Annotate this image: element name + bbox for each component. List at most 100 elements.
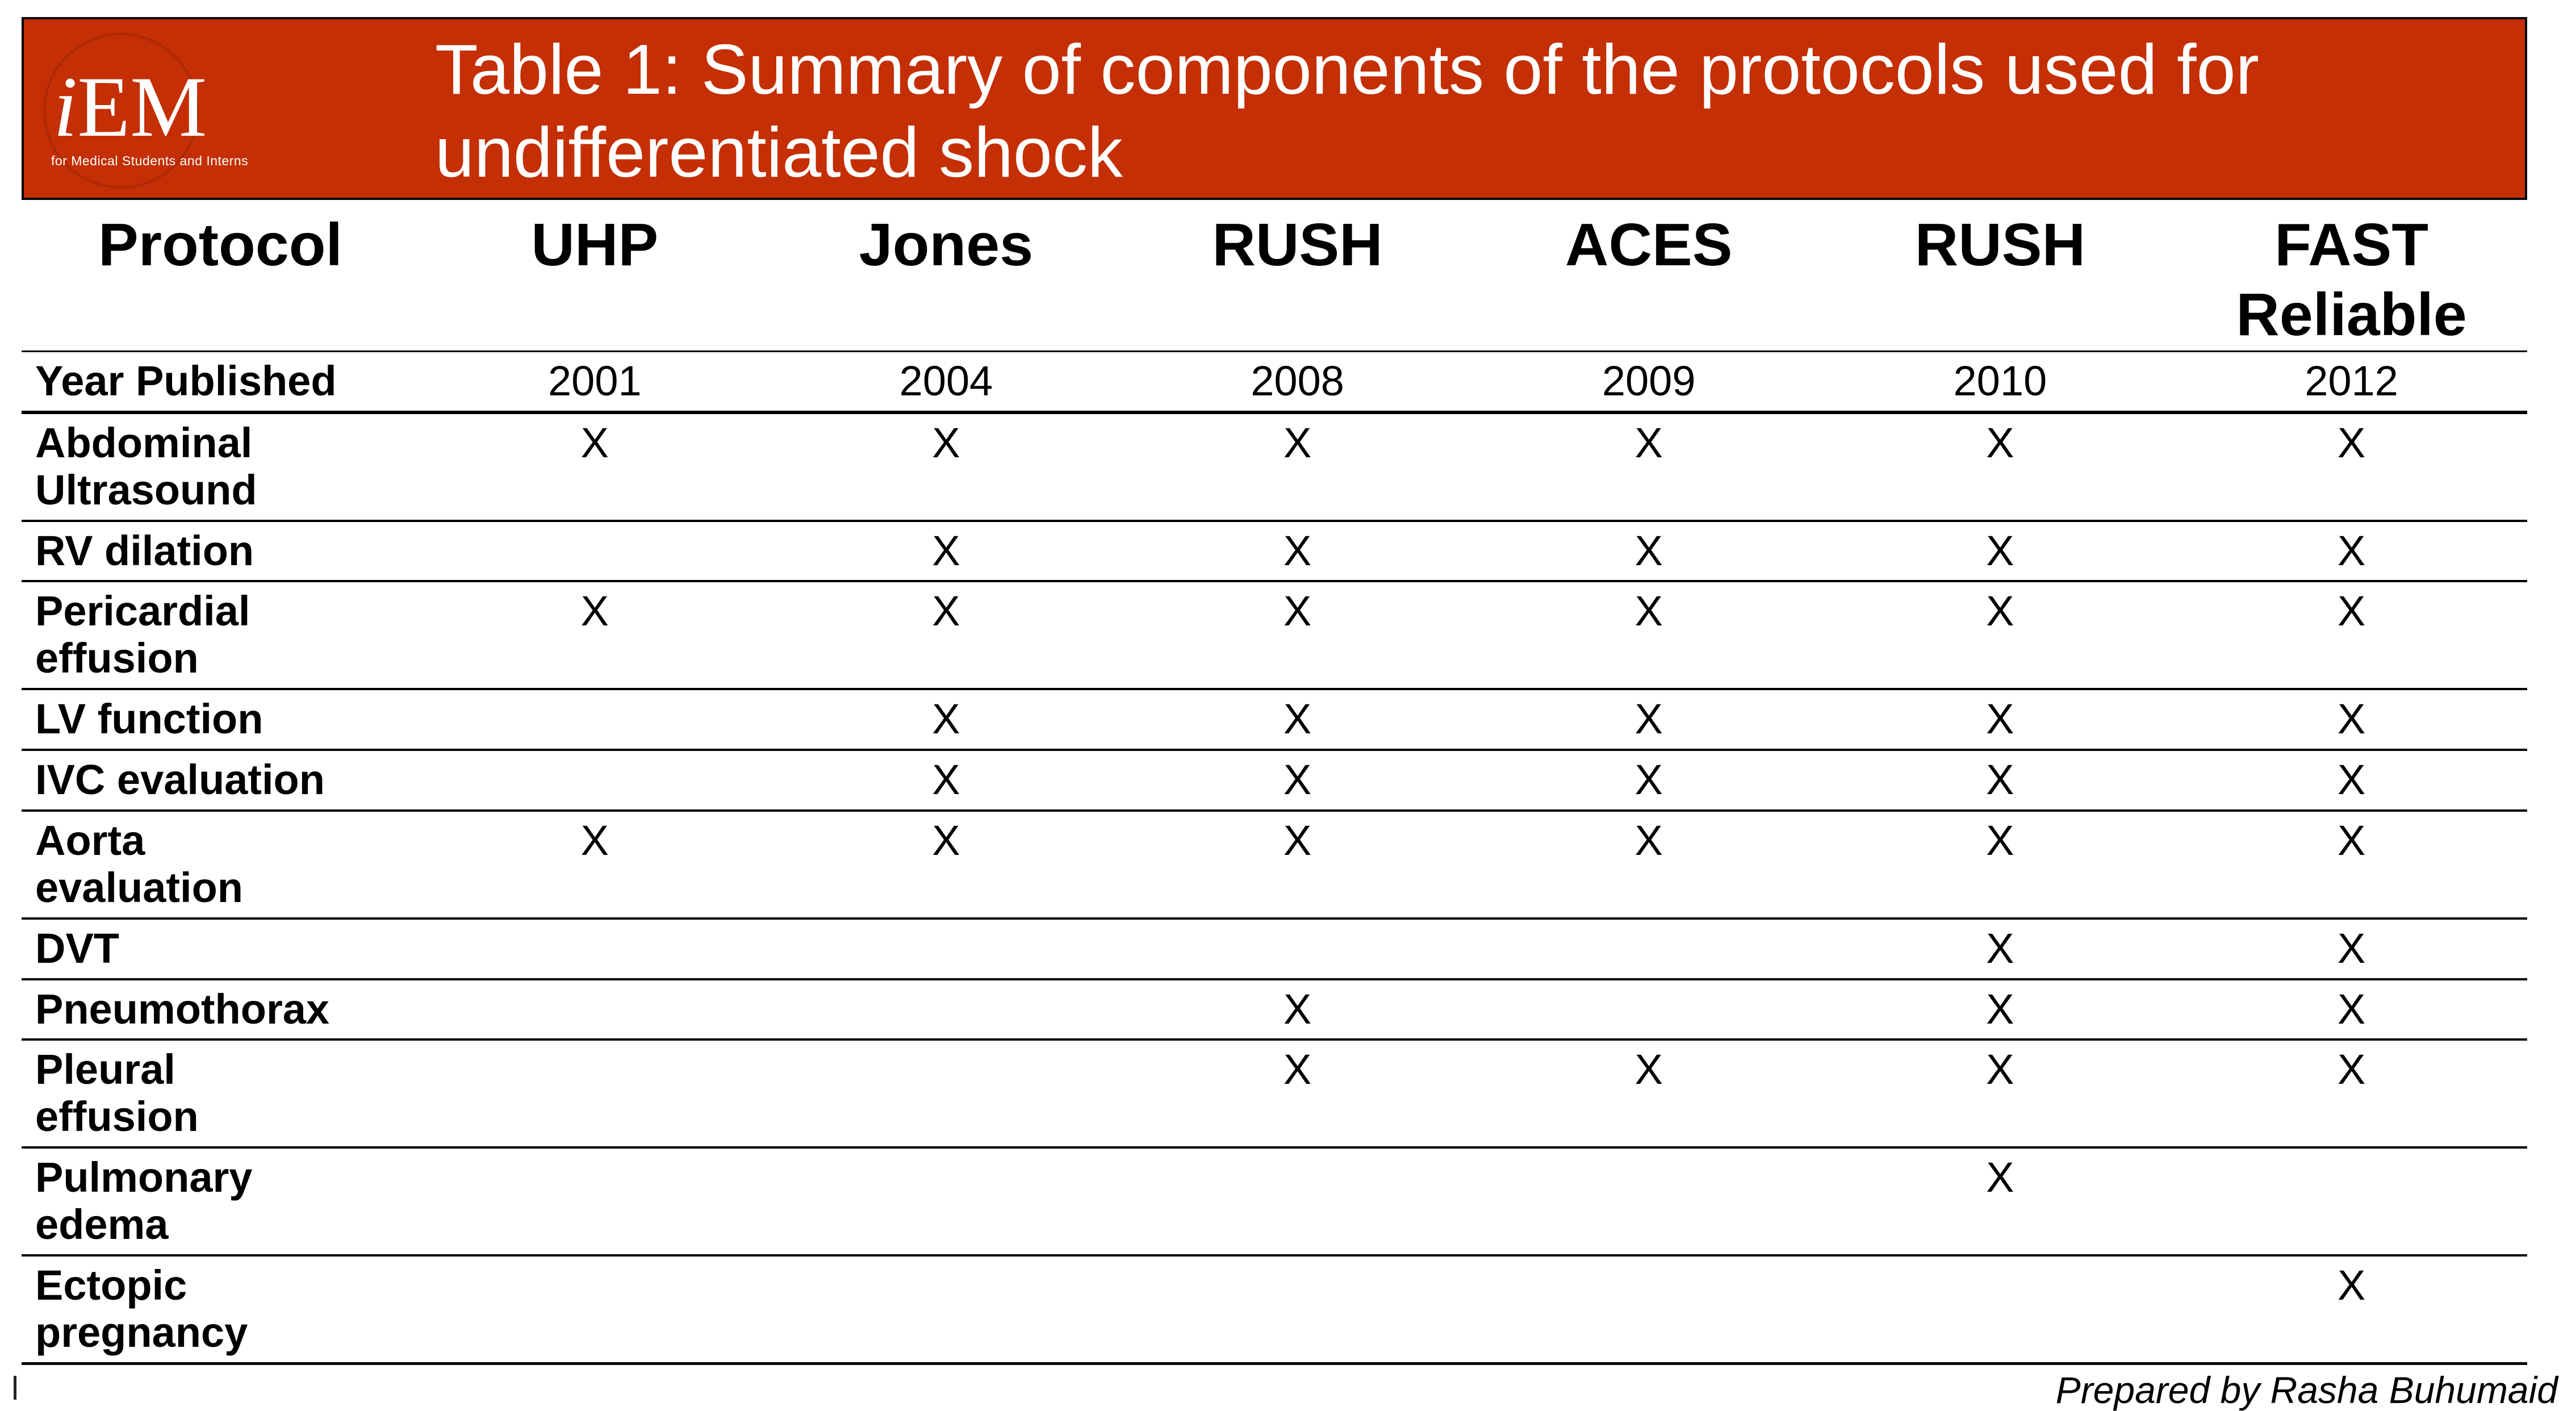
- table-row: LV function X X X X X: [22, 689, 2527, 752]
- table-row: Pleural effusion X X X X: [22, 1040, 2527, 1149]
- empty-cell: [1473, 979, 1825, 1041]
- table-row: Pericardial effusion X X X X X X: [22, 581, 2527, 691]
- row-label: Pleural effusion: [22, 1040, 419, 1149]
- empty-cell: [419, 750, 771, 812]
- x-mark-cell: X: [1824, 412, 2176, 522]
- logo-tagline: for Medical Students and Interns: [51, 153, 249, 168]
- empty-cell: [770, 918, 1122, 980]
- empty-cell: [1473, 1255, 1825, 1365]
- row-label: DVT: [22, 918, 419, 980]
- x-mark-cell: X: [1824, 581, 2176, 691]
- slide-title: Table 1: Summary of components of the pr…: [435, 31, 2259, 193]
- empty-cell: [770, 1255, 1122, 1365]
- empty-cell: [770, 979, 1122, 1041]
- x-mark-cell: X: [1473, 412, 1825, 522]
- table-row: Pulmonary edema X: [22, 1147, 2527, 1256]
- empty-cell: [770, 1147, 1122, 1256]
- empty-cell: [419, 1255, 771, 1365]
- empty-cell: [419, 520, 771, 583]
- x-mark-cell: X: [1824, 1147, 2176, 1256]
- x-mark-cell: X: [770, 750, 1122, 812]
- row-label: Pulmonary edema: [22, 1147, 419, 1256]
- column-header-rush-2010: RUSH: [1824, 203, 2176, 352]
- table-row: Aorta evaluation X X X X X X: [22, 810, 2527, 920]
- empty-cell: [1473, 918, 1825, 980]
- x-mark-cell: X: [2176, 810, 2527, 920]
- empty-cell: [1473, 1147, 1825, 1256]
- table-row: DVT X X: [22, 918, 2527, 980]
- empty-cell: 2010: [1824, 351, 2176, 414]
- empty-cell: 2008: [1122, 351, 1473, 414]
- x-mark-cell: X: [1122, 581, 1473, 691]
- x-mark-cell: X: [1473, 810, 1825, 920]
- x-mark-cell: X: [1122, 412, 1473, 522]
- empty-cell: [770, 1040, 1122, 1149]
- x-mark-cell: X: [1824, 689, 2176, 752]
- x-mark-cell: X: [419, 810, 771, 920]
- x-mark-cell: X: [2176, 750, 2527, 812]
- x-mark-cell: X: [770, 412, 1122, 522]
- x-mark-cell: X: [770, 520, 1122, 583]
- empty-cell: [419, 918, 771, 980]
- footer-credit: Prepared by Rasha Buhumaid: [2055, 1368, 2558, 1411]
- iem-logo: iEM for Medical Students and Interns: [24, 19, 387, 198]
- table-row: IVC evaluation X X X X X: [22, 750, 2527, 812]
- x-mark-cell: X: [770, 581, 1122, 691]
- row-label: LV function: [22, 689, 419, 752]
- cursor-artifact: [14, 1376, 16, 1400]
- table-row: Pneumothorax X X X: [22, 979, 2527, 1041]
- x-mark-cell: X: [1824, 918, 2176, 980]
- row-label: Year Published: [22, 351, 419, 414]
- logo-letters-em: EM: [77, 59, 207, 155]
- column-header-jones: Jones: [770, 203, 1122, 352]
- x-mark-cell: X: [2176, 520, 2527, 583]
- empty-cell: 2004: [770, 351, 1122, 414]
- row-label: IVC evaluation: [22, 750, 419, 812]
- empty-cell: [1122, 918, 1473, 980]
- x-mark-cell: X: [1122, 689, 1473, 752]
- column-header-uhp: UHP: [419, 203, 771, 352]
- logo-letter-i: i: [53, 59, 78, 155]
- table-row: Abdominal Ultrasound X X X X X X: [22, 412, 2527, 522]
- x-mark-cell: X: [1824, 520, 2176, 583]
- column-header-rush-2008: RUSH: [1122, 203, 1473, 352]
- column-header-protocol: Protocol: [22, 203, 419, 352]
- x-mark-cell: X: [2176, 689, 2527, 752]
- empty-cell: 2001: [419, 351, 771, 414]
- x-mark-cell: X: [1473, 581, 1825, 691]
- empty-cell: [1824, 1255, 2176, 1365]
- x-mark-cell: X: [2176, 1255, 2527, 1365]
- empty-cell: [419, 1147, 771, 1256]
- x-mark-cell: X: [1473, 750, 1825, 812]
- x-mark-cell: X: [2176, 1040, 2527, 1149]
- empty-cell: [419, 689, 771, 752]
- empty-cell: [2176, 1147, 2527, 1256]
- x-mark-cell: X: [1824, 750, 2176, 812]
- x-mark-cell: X: [1473, 520, 1825, 583]
- column-header-aces: ACES: [1473, 203, 1825, 352]
- x-mark-cell: X: [2176, 918, 2527, 980]
- x-mark-cell: X: [1824, 1040, 2176, 1149]
- x-mark-cell: X: [1122, 520, 1473, 583]
- protocol-table-container: Protocol UHP Jones RUSH ACES RUSH FAST R…: [22, 203, 2558, 1410]
- x-mark-cell: X: [1473, 1040, 1825, 1149]
- empty-cell: 2009: [1473, 351, 1825, 414]
- empty-cell: [1122, 1255, 1473, 1365]
- row-label: Aorta evaluation: [22, 810, 419, 920]
- x-mark-cell: X: [419, 412, 771, 522]
- empty-cell: [419, 979, 771, 1041]
- column-header-fast-reliable: FAST Reliable: [2176, 203, 2527, 352]
- x-mark-cell: X: [2176, 581, 2527, 691]
- x-mark-cell: X: [2176, 412, 2527, 522]
- row-label: RV dilation: [22, 520, 419, 583]
- logo-circle-decoration: [43, 33, 199, 189]
- x-mark-cell: X: [1122, 810, 1473, 920]
- protocol-table: Protocol UHP Jones RUSH ACES RUSH FAST R…: [22, 203, 2527, 1365]
- x-mark-cell: X: [1473, 689, 1825, 752]
- row-label: Abdominal Ultrasound: [22, 412, 419, 522]
- table-row: Ectopic pregnancy X: [22, 1255, 2527, 1365]
- x-mark-cell: X: [1122, 1040, 1473, 1149]
- x-mark-cell: X: [770, 689, 1122, 752]
- header-row: Protocol UHP Jones RUSH ACES RUSH FAST R…: [22, 203, 2527, 352]
